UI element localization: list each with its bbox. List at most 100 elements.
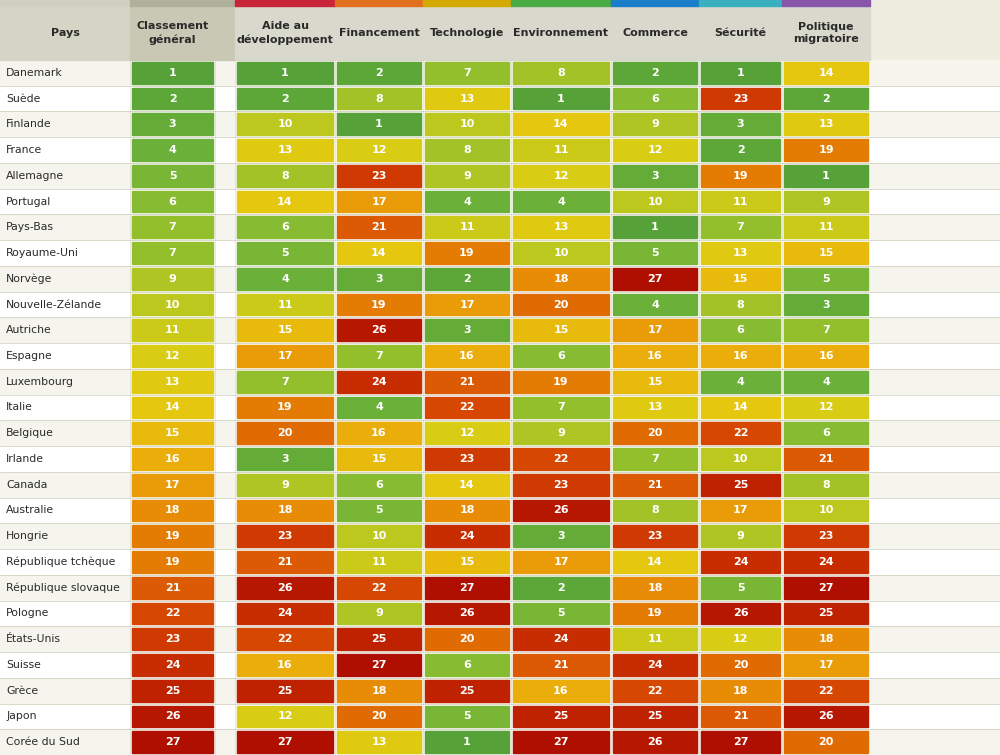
Text: 4: 4 [375, 402, 383, 412]
Bar [337, 268, 421, 290]
Bar [132, 500, 213, 522]
Text: 9: 9 [737, 532, 744, 541]
Text: 27: 27 [371, 660, 387, 670]
Text: 21: 21 [371, 222, 387, 233]
Text: 10: 10 [647, 196, 663, 207]
Text: 15: 15 [371, 454, 387, 464]
Text: 12: 12 [459, 428, 475, 438]
Text: 14: 14 [553, 119, 569, 129]
Bar [337, 448, 421, 470]
Text: 23: 23 [553, 479, 569, 490]
Text: 17: 17 [371, 196, 387, 207]
Text: 23: 23 [647, 532, 663, 541]
Bar [784, 88, 868, 109]
Text: 9: 9 [281, 479, 289, 490]
Text: 27: 27 [818, 583, 834, 593]
Bar [337, 500, 421, 522]
Bar [237, 242, 333, 264]
Bar [0, 498, 1000, 523]
Text: 5: 5 [557, 609, 565, 618]
Text: Classement
général: Classement général [136, 21, 209, 45]
Text: 14: 14 [277, 196, 293, 207]
Bar [425, 602, 509, 624]
Bar [613, 345, 697, 367]
Bar [613, 500, 697, 522]
Bar [701, 577, 780, 599]
Bar [613, 62, 697, 84]
Bar [613, 474, 697, 495]
Text: 4: 4 [737, 377, 744, 387]
Bar [132, 242, 213, 264]
Text: 5: 5 [737, 583, 744, 593]
Text: 27: 27 [733, 737, 748, 747]
Text: 24: 24 [459, 532, 475, 541]
Bar [784, 371, 868, 393]
Bar [613, 242, 697, 264]
Bar [513, 165, 609, 186]
Text: 7: 7 [737, 222, 744, 233]
Bar [132, 602, 213, 624]
Bar [0, 472, 1000, 498]
Bar [337, 654, 421, 676]
Bar [132, 345, 213, 367]
Bar [0, 137, 1000, 163]
Text: 19: 19 [165, 557, 180, 567]
Text: 3: 3 [375, 274, 383, 284]
Text: 16: 16 [459, 351, 475, 361]
Text: 9: 9 [169, 274, 176, 284]
Bar [0, 600, 1000, 627]
Text: Canada: Canada [6, 479, 47, 490]
Bar [425, 396, 509, 418]
Text: Nouvelle-Zélande: Nouvelle-Zélande [6, 300, 102, 310]
Text: 12: 12 [371, 145, 387, 155]
Text: 3: 3 [281, 454, 289, 464]
Bar [237, 371, 333, 393]
Text: 20: 20 [459, 634, 475, 644]
Bar [513, 448, 609, 470]
Bar [237, 88, 333, 109]
Bar [699, 0, 782, 6]
Bar [0, 214, 1000, 240]
Text: 3: 3 [737, 119, 744, 129]
Bar [701, 500, 780, 522]
Text: 23: 23 [459, 454, 475, 464]
Text: 19: 19 [647, 609, 663, 618]
Bar [237, 268, 333, 290]
Text: 15: 15 [818, 248, 834, 258]
Text: 22: 22 [553, 454, 569, 464]
Text: 23: 23 [165, 634, 180, 644]
Bar [132, 448, 213, 470]
Bar [132, 191, 213, 212]
Text: 1: 1 [557, 94, 565, 103]
Text: 2: 2 [375, 68, 383, 78]
Bar [701, 319, 780, 341]
Bar [701, 705, 780, 727]
Bar [0, 575, 1000, 600]
Bar [425, 680, 509, 701]
Bar [513, 680, 609, 701]
Text: 25: 25 [733, 479, 748, 490]
Bar [132, 680, 213, 701]
Bar [784, 732, 868, 753]
Bar [0, 0, 130, 6]
Text: 12: 12 [165, 351, 180, 361]
Text: 18: 18 [459, 505, 475, 516]
Text: 1: 1 [737, 68, 744, 78]
Bar [132, 551, 213, 573]
Bar [237, 705, 333, 727]
Text: 17: 17 [459, 300, 475, 310]
Text: 10: 10 [818, 505, 834, 516]
Bar [425, 705, 509, 727]
Bar [237, 500, 333, 522]
Text: 15: 15 [553, 325, 569, 335]
Bar [132, 139, 213, 161]
Bar [132, 732, 213, 753]
Bar [0, 317, 1000, 344]
Text: 25: 25 [647, 711, 663, 721]
Bar [513, 345, 609, 367]
Text: 19: 19 [553, 377, 569, 387]
Text: 4: 4 [557, 196, 565, 207]
Text: 23: 23 [733, 94, 748, 103]
Bar [513, 62, 609, 84]
Bar [613, 628, 697, 650]
